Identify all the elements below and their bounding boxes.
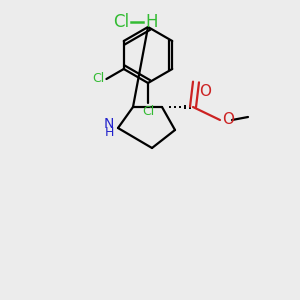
Text: H: H [105, 126, 114, 139]
Text: O: O [222, 112, 234, 127]
Text: Cl: Cl [113, 13, 129, 31]
Text: Cl: Cl [142, 105, 154, 118]
Text: N: N [103, 117, 114, 131]
Text: O: O [199, 84, 211, 99]
Text: Cl: Cl [92, 73, 104, 85]
Text: H: H [145, 13, 158, 31]
